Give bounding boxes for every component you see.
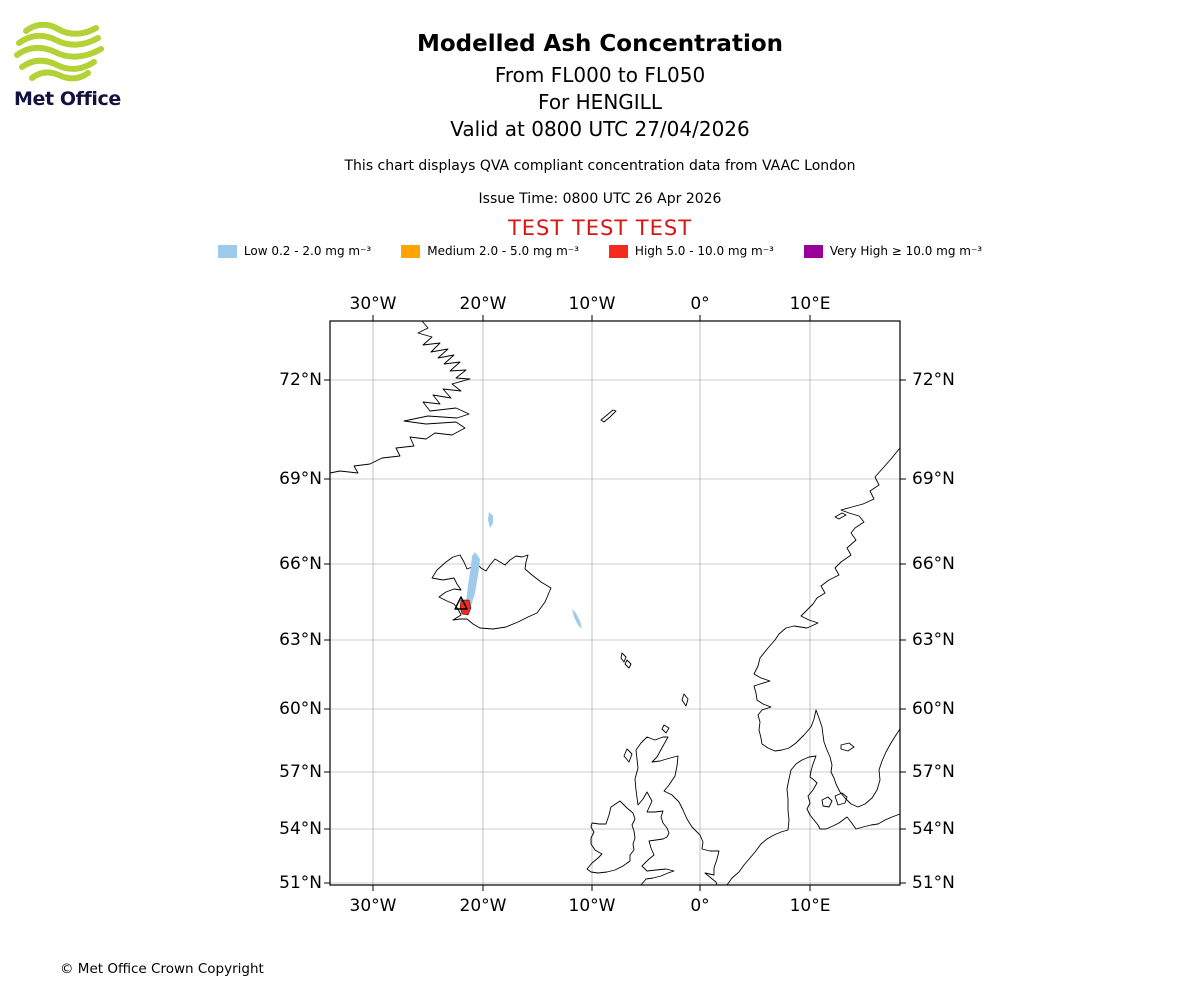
x-tick-bottom-0: 0°: [690, 896, 710, 916]
qva-description: This chart displays QVA compliant concen…: [344, 158, 856, 174]
legend-swatch-medium: [401, 244, 421, 258]
volcano-name-line: For HENGILL: [538, 90, 662, 114]
norway-sweden-coastline: [753, 447, 901, 808]
ireland-coastline: [586, 800, 636, 874]
faroe-islands-coastline: [620, 652, 632, 669]
legend-label-low: Low 0.2 - 2.0 mg m⁻³: [243, 244, 372, 258]
coastlines: [329, 320, 901, 886]
lofoten-coastline: [834, 512, 847, 520]
x-tick-bottom-10w: 10°W: [568, 896, 616, 916]
y-tick-right-63n: 63°N: [912, 630, 955, 650]
legend-label-medium: Medium 2.0 - 5.0 mg m⁻³: [427, 244, 579, 258]
iceland-coastline: [431, 554, 552, 630]
copyright-notice: © Met Office Crown Copyright: [60, 961, 264, 977]
legend-label-high: High 5.0 - 10.0 mg m⁻³: [634, 244, 774, 258]
hebrides-coastline: [623, 748, 633, 763]
test-banner: TEST TEST TEST: [507, 216, 693, 240]
y-tick-right-66n: 66°N: [912, 554, 955, 574]
legend-item-low: Low 0.2 - 2.0 mg m⁻³: [217, 244, 372, 258]
grid-lines: [330, 321, 900, 885]
y-tick-left-54n: 54°N: [279, 819, 322, 839]
page-title: Modelled Ash Concentration: [416, 31, 784, 57]
legend-item-high: High 5.0 - 10.0 mg m⁻³: [608, 244, 774, 258]
x-tick-bottom-20w: 20°W: [459, 896, 507, 916]
zealand-coastline: [834, 792, 848, 806]
x-tick-top-20w: 20°W: [459, 294, 507, 314]
met-office-logo: Met Office: [14, 21, 124, 110]
legend-label-very-high: Very High ≥ 10.0 mg m⁻³: [829, 244, 983, 258]
map-canvas: [324, 315, 906, 891]
greenland-coastline: [329, 320, 471, 474]
orkney-coastline: [661, 724, 670, 734]
great-britain-coastline: [634, 736, 720, 886]
y-tick-right-57n: 57°N: [912, 762, 955, 782]
y-tick-left-60n: 60°N: [279, 699, 322, 719]
funen-coastline: [821, 796, 833, 808]
met-office-waves-icon: [14, 21, 104, 82]
x-tick-top-10w: 10°W: [568, 294, 616, 314]
x-tick-top-10e: 10°E: [789, 294, 831, 314]
lake-vanern-outline: [840, 742, 855, 752]
legend-swatch-very-high: [803, 244, 823, 258]
map-border: [329, 320, 901, 886]
met-office-logo-text: Met Office: [14, 88, 121, 110]
y-tick-left-51n: 51°N: [279, 873, 322, 893]
y-tick-left-57n: 57°N: [279, 762, 322, 782]
ash-plume-low-main: [466, 552, 480, 612]
y-tick-right-54n: 54°N: [912, 819, 955, 839]
volcano-marker-icon: [454, 596, 468, 610]
x-tick-top-30w: 30°W: [349, 294, 397, 314]
legend: Low 0.2 - 2.0 mg m⁻³ Medium 2.0 - 5.0 mg…: [0, 244, 1200, 258]
axis-ticks: [324, 315, 906, 891]
continental-europe-denmark-coastline: [726, 755, 901, 886]
y-tick-left-63n: 63°N: [279, 630, 322, 650]
issue-time: Issue Time: 0800 UTC 26 Apr 2026: [478, 191, 722, 207]
y-tick-right-51n: 51°N: [912, 873, 955, 893]
y-tick-right-72n: 72°N: [912, 370, 955, 390]
valid-time-line: Valid at 0800 UTC 27/04/2026: [450, 117, 750, 141]
ash-plume-low-east: [572, 609, 582, 629]
jan-mayen-coastline: [600, 409, 617, 423]
x-tick-top-0: 0°: [690, 294, 710, 314]
y-tick-left-66n: 66°N: [279, 554, 322, 574]
legend-item-very-high: Very High ≥ 10.0 mg m⁻³: [803, 244, 983, 258]
y-tick-left-69n: 69°N: [279, 469, 322, 489]
ash-overlay: [454, 512, 582, 629]
x-tick-bottom-30w: 30°W: [349, 896, 397, 916]
x-tick-bottom-10e: 10°E: [789, 896, 831, 916]
legend-swatch-high: [608, 244, 628, 258]
logo-wave-strokes: [14, 21, 104, 82]
y-tick-left-72n: 72°N: [279, 370, 322, 390]
ash-plume-low-north: [488, 512, 493, 528]
shetland-coastline: [681, 693, 689, 707]
y-tick-right-69n: 69°N: [912, 469, 955, 489]
y-tick-right-60n: 60°N: [912, 699, 955, 719]
flight-level-range: From FL000 to FL050: [494, 63, 706, 87]
legend-item-medium: Medium 2.0 - 5.0 mg m⁻³: [401, 244, 579, 258]
legend-swatch-low: [217, 244, 237, 258]
